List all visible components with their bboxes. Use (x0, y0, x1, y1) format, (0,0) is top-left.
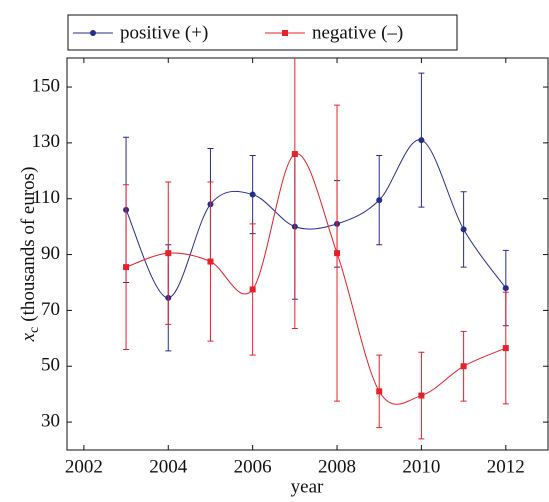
marker (334, 250, 341, 257)
x-axis-label: year (291, 476, 324, 497)
y-tick-label: 30 (41, 410, 60, 431)
y-tick-label: 50 (41, 355, 60, 376)
x-tick-label: 2008 (318, 456, 356, 477)
marker (376, 388, 383, 395)
marker (123, 264, 130, 271)
y-tick-label: 150 (32, 75, 61, 96)
marker (165, 250, 172, 257)
y-label-text: (thousands of euros) (18, 167, 39, 322)
plot-frame (66, 57, 549, 451)
marker (460, 363, 467, 370)
marker (376, 197, 383, 204)
marker (291, 151, 298, 158)
marker (418, 137, 425, 144)
marker (249, 286, 256, 293)
y-label-symbol: x (18, 332, 39, 342)
legend: positive (+) negative (–) (67, 14, 458, 51)
legend-label: positive (+) (120, 22, 208, 43)
x-tick-label: 2006 (234, 456, 272, 477)
legend-label: negative (–) (312, 22, 403, 43)
x-tick-label: 2010 (402, 456, 440, 477)
y-tick-label: 70 (41, 299, 60, 320)
y-tick-label: 90 (41, 243, 60, 264)
x-tick-label: 2002 (65, 456, 103, 477)
marker (502, 345, 509, 352)
marker (460, 226, 467, 233)
series-line (125, 153, 507, 405)
x-tick-label: 2012 (487, 456, 525, 477)
y-tick-label: 130 (32, 131, 61, 152)
marker (418, 392, 425, 399)
y-label-subscript: c (27, 327, 42, 333)
marker (249, 191, 256, 198)
y-tick-label: 110 (32, 187, 60, 208)
legend-marker (282, 30, 288, 36)
legend-marker (90, 30, 96, 36)
series-line (125, 139, 507, 299)
marker (207, 258, 214, 265)
plot-area (123, 58, 509, 440)
x-tick-label: 2004 (149, 456, 188, 477)
legend-box (67, 14, 458, 51)
y-axis-label: xc (thousands of euros) (18, 167, 42, 343)
marker (502, 285, 509, 292)
